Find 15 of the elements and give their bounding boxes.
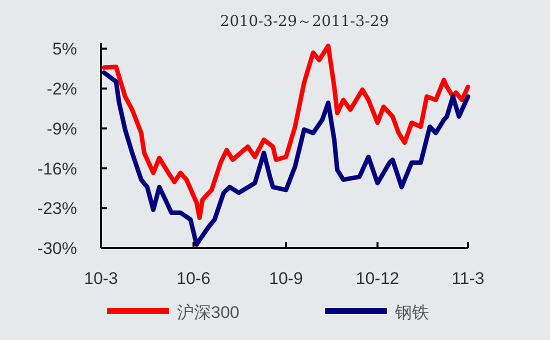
legend-label: 钢铁 [394,303,429,322]
y-tick-label: -30% [37,239,77,258]
y-tick-label: 5% [52,40,77,59]
x-tick-label: 10-6 [176,269,211,288]
legend-label: 沪深300 [177,303,240,322]
x-tick-label: 11-3 [452,269,484,288]
chart-title: 2010-3-29～2011-3-29 [220,12,389,30]
line-series [102,44,470,220]
x-tick-label: 10-12 [356,269,400,288]
y-tick-label: -23% [37,199,77,218]
y-tick-label: -9% [46,119,77,138]
x-tick-label: 10-3 [84,269,118,288]
y-tick-label: -2% [46,80,77,99]
y-tick-label: -16% [37,159,77,178]
x-tick-label: 10-9 [268,269,304,288]
